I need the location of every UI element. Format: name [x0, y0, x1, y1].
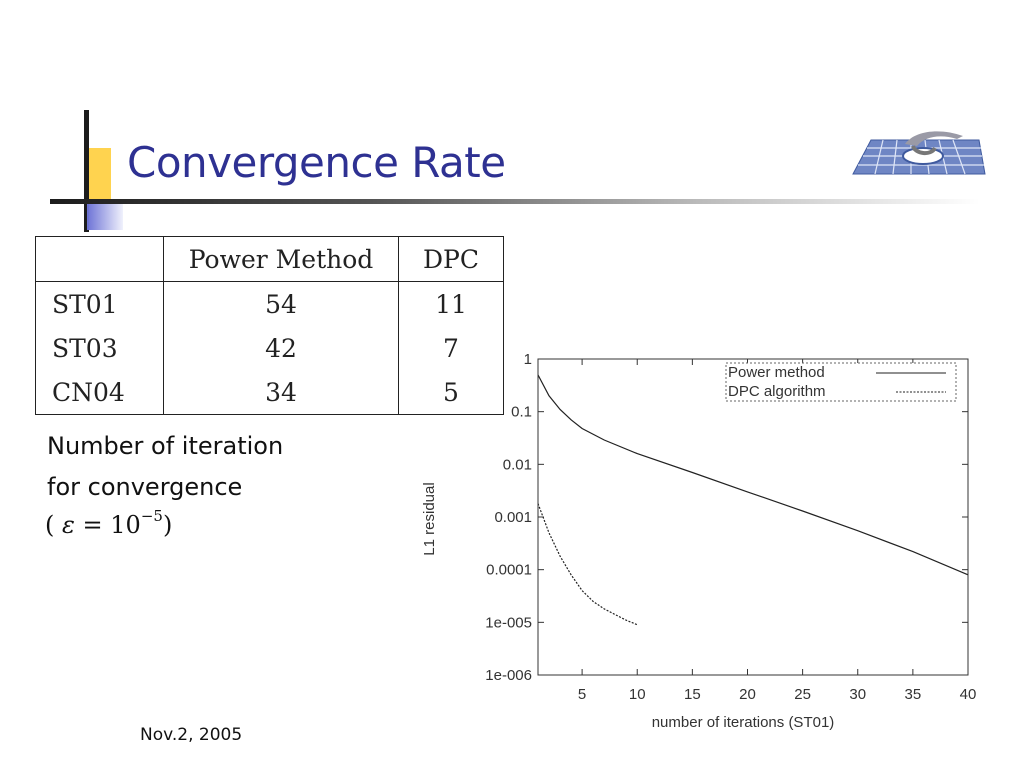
y-tick-label: 0.1	[511, 404, 532, 421]
table-cell: 5	[398, 370, 504, 415]
table-cell: 7	[398, 326, 504, 370]
x-tick-label: 40	[960, 686, 977, 703]
table-row: ST03 42 7	[35, 326, 504, 370]
accent-yellow-block	[89, 148, 111, 200]
y-tick-label: 1e-005	[485, 614, 532, 631]
series-line-power-method	[537, 374, 969, 576]
legend-label-dpc-algorithm: DPC algorithm	[728, 383, 826, 400]
table-cell: ST01	[35, 281, 164, 326]
table-row: CN04 34 5	[35, 370, 504, 415]
title-underline	[50, 199, 980, 204]
x-tick-label: 30	[849, 686, 866, 703]
series-line-dpc-algorithm	[537, 503, 638, 626]
plot-frame	[537, 358, 969, 676]
institution-logo	[852, 131, 986, 175]
table-header-cell	[35, 236, 164, 282]
formula-exponent: −5	[140, 507, 163, 525]
formula-epsilon: ε	[62, 511, 75, 539]
slide-title: Convergence Rate	[127, 138, 506, 187]
caption-line: for convergence	[47, 473, 243, 501]
table-cell: 54	[163, 281, 399, 326]
slide-date: Nov.2, 2005	[140, 725, 243, 745]
chart-legend: Power method DPC algorithm	[725, 362, 957, 402]
x-tick-label: 5	[578, 686, 586, 703]
legend-label-power-method: Power method	[728, 364, 825, 381]
table-cell: 42	[163, 326, 399, 370]
table-row: ST01 54 11	[35, 281, 504, 326]
residual-chart: 5 10 15 20 25 30 35 40 1 0.1 0.01 0.001 0.0001 1e-005…	[421, 351, 977, 731]
accent-blue-block	[87, 204, 123, 230]
x-tick-label: 10	[629, 686, 646, 703]
table-header-row: Power Method DPC	[35, 236, 504, 282]
table-cell: CN04	[35, 370, 164, 415]
caption-line: Number of iteration	[47, 432, 284, 460]
accent-vertical-bar	[84, 110, 89, 232]
convergence-table: Power Method DPC ST01 54 11 ST03 42 7 CN…	[35, 236, 504, 415]
epsilon-formula: ( ε = 10−5)	[45, 507, 172, 539]
table-cell: ST03	[35, 326, 164, 370]
y-tick-label: 0.01	[503, 456, 532, 473]
x-axis-label: number of iterations (ST01)	[652, 714, 835, 731]
x-tick-label: 20	[739, 686, 756, 703]
y-axis-label: L1 residual	[421, 482, 438, 555]
table-cell: 11	[398, 281, 504, 326]
table-header-cell: Power Method	[163, 236, 399, 282]
y-tick-label: 1	[524, 351, 532, 368]
table-caption: Number of iteration for convergence	[47, 426, 283, 508]
x-tick-label: 35	[905, 686, 922, 703]
formula-close-paren: )	[162, 511, 173, 539]
table-cell: 34	[163, 370, 399, 415]
x-tick-label: 25	[794, 686, 811, 703]
legend-box	[725, 362, 957, 402]
y-tick-label: 0.001	[494, 509, 532, 526]
x-tick-label: 15	[684, 686, 701, 703]
formula-value: = 10	[74, 511, 141, 539]
formula-open-paren: (	[45, 511, 55, 539]
table-header-cell: DPC	[398, 236, 504, 282]
y-tick-label: 0.0001	[486, 562, 532, 579]
y-tick-label: 1e-006	[485, 667, 532, 684]
